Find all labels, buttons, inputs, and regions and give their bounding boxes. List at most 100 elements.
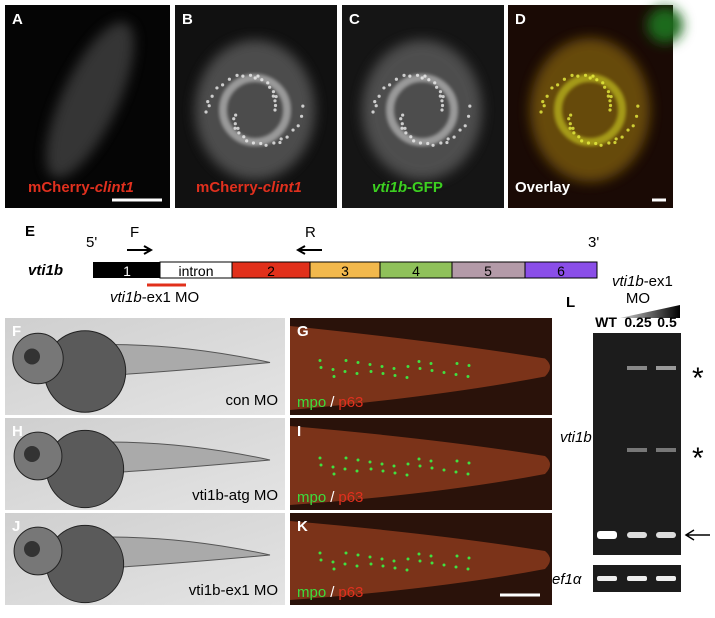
eye [24, 348, 40, 365]
punctum [577, 135, 581, 139]
panel-letter: L [566, 294, 575, 311]
punctum [586, 141, 591, 145]
punctum [423, 74, 427, 78]
punctum [273, 103, 278, 108]
punctum [285, 135, 289, 139]
neighbor-cell [647, 7, 683, 43]
punctum [620, 135, 624, 139]
neutrophil [369, 370, 373, 373]
punctum [242, 135, 246, 139]
punctum [631, 124, 635, 128]
caption-part: mCherry- [28, 179, 95, 196]
treatment: vti1b-ex1 [612, 273, 673, 290]
marker: mpo [297, 584, 326, 601]
punctum [556, 83, 560, 87]
caption: con MO [225, 392, 278, 409]
punctum [539, 110, 543, 114]
marker-label: mpo / p63 [297, 394, 363, 411]
neutrophil [467, 556, 471, 560]
caption: vti1b-atg MO [192, 487, 278, 504]
neutrophil [392, 367, 396, 370]
caption-part: clint1 [95, 179, 134, 196]
punctum [382, 86, 386, 90]
punctum [401, 113, 405, 117]
segment-label: 2 [267, 263, 275, 279]
punctum [463, 124, 467, 128]
punctum [435, 85, 439, 89]
punctum [613, 140, 617, 145]
band [656, 576, 676, 581]
label-part: vti1b [110, 289, 142, 306]
neutrophil [368, 363, 372, 366]
punctum [608, 108, 612, 112]
punctum [426, 141, 430, 146]
five-prime: 5' [86, 234, 97, 251]
marker: mpo [297, 489, 326, 506]
morpholino-label: vti1b-ex1 MO [110, 289, 199, 306]
punctum [400, 126, 404, 130]
neutrophil [344, 456, 348, 460]
punctum [256, 74, 260, 78]
neutrophil [344, 359, 348, 362]
punctum [291, 128, 295, 132]
neutrophil [418, 464, 422, 468]
punctum [607, 141, 611, 145]
neutrophil [318, 456, 322, 460]
punctum [431, 143, 435, 147]
caption: mCherry-clint1 [28, 179, 134, 196]
panel-letter: K [297, 518, 308, 535]
neutrophil [467, 364, 471, 367]
band [627, 532, 647, 538]
neutrophil [430, 466, 434, 470]
neutrophil [392, 464, 396, 468]
punctum [440, 99, 444, 103]
punctum [438, 90, 443, 94]
band [597, 576, 617, 581]
neutrophil [466, 567, 470, 571]
punctum [268, 85, 272, 89]
punctum [609, 94, 613, 99]
marker: mpo [297, 394, 326, 411]
marker: / [330, 584, 335, 601]
band [656, 448, 676, 452]
neutrophil [406, 462, 410, 466]
caption-part: vti1b [372, 179, 407, 196]
caption-part: clint1 [263, 179, 302, 196]
primer-f: F [130, 224, 139, 241]
punctum [458, 128, 462, 132]
punctum [404, 131, 408, 135]
neutrophil [455, 554, 459, 558]
punctum [468, 104, 472, 108]
punctum [251, 141, 256, 145]
caption: vti1b-GFP [372, 179, 443, 196]
eye [24, 541, 40, 557]
punctum [271, 94, 275, 98]
band [656, 532, 676, 538]
arrow [684, 529, 710, 541]
punctum [248, 73, 253, 77]
punctum [278, 140, 282, 145]
neutrophil [466, 375, 470, 378]
panel-letter: G [297, 323, 309, 340]
punctum [259, 141, 263, 146]
label-part: -ex1 MO [142, 289, 200, 306]
marker: p63 [338, 394, 363, 411]
caption: vti1b-ex1 MO [189, 582, 278, 599]
neutrophil [319, 366, 323, 369]
gene-name: vti1b [28, 262, 63, 279]
neutrophil [406, 365, 410, 368]
caption: mCherry-clint1 [196, 179, 302, 196]
neutrophil [343, 562, 347, 566]
neutrophil [343, 467, 347, 471]
dose-wedge [620, 305, 680, 318]
punctum [237, 131, 241, 135]
punctum [221, 83, 225, 87]
panel-letter: B [182, 11, 193, 28]
punctum [466, 114, 471, 118]
punctum [576, 74, 580, 78]
punctum [241, 74, 245, 78]
punctum [441, 94, 445, 99]
neutrophil [393, 374, 397, 377]
caption: Overlay [515, 179, 571, 196]
